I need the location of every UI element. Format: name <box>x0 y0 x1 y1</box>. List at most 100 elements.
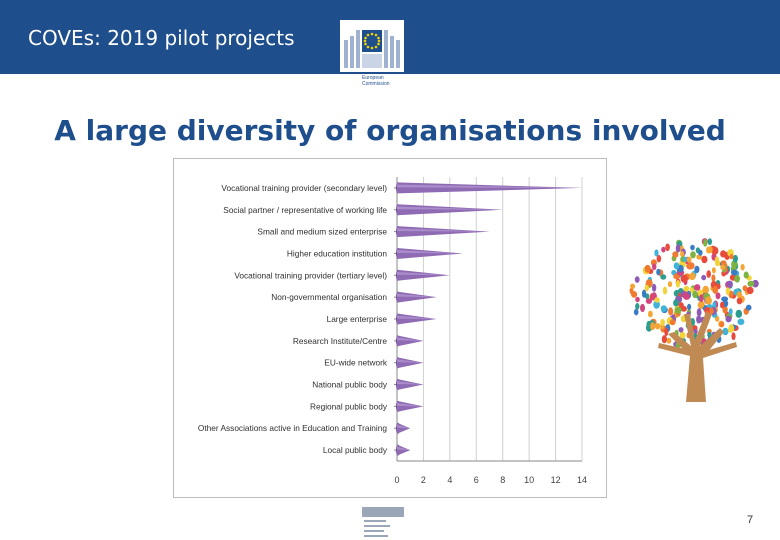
hand-leaf <box>708 246 713 254</box>
hand-leaf <box>654 297 660 303</box>
x-tick-label: 14 <box>577 475 587 485</box>
hand-leaf <box>673 262 680 270</box>
hand-leaf <box>652 263 657 270</box>
hand-leaf <box>683 285 690 292</box>
hand-leaf <box>648 310 653 318</box>
hand-leaf <box>645 279 653 287</box>
bar-highlight <box>397 206 503 210</box>
hand-leaf <box>664 328 669 336</box>
hand-leaf <box>706 270 711 278</box>
chart-frame: 0 2 4 6 8 10 12 14 Vocational training provider … <box>173 158 607 498</box>
category-label: National public body <box>312 380 388 390</box>
hand-leaf <box>690 251 696 259</box>
bar-highlight <box>397 424 411 429</box>
hand-leaf <box>651 283 657 292</box>
hand-leaf <box>721 296 729 302</box>
bar-3 <box>397 247 464 259</box>
category-label: Vocational training provider (secondary … <box>221 183 387 193</box>
hand-leaf <box>711 246 719 255</box>
bar-1 <box>397 204 503 216</box>
hand-leaf <box>720 301 725 309</box>
hand-leaf <box>722 306 728 314</box>
category-label: Higher education institution <box>287 248 387 258</box>
hand-leaf <box>734 275 740 283</box>
hand-leaf <box>641 289 647 298</box>
hand-leaf <box>635 303 640 310</box>
hand-leaf <box>743 271 749 279</box>
hands-tree-illustration <box>629 238 759 402</box>
hand-leaf <box>644 284 649 292</box>
hand-leaf <box>701 274 707 281</box>
ec-logo-text: European Commission <box>362 75 390 87</box>
hand-leaf <box>722 327 729 336</box>
category-label: Social partner / representative of worki… <box>223 205 387 215</box>
bar-11 <box>397 422 411 434</box>
hand-leaf <box>633 308 639 316</box>
hand-leaf <box>709 307 714 315</box>
hand-leaf <box>686 256 692 263</box>
hand-leaf <box>629 287 634 295</box>
bar-8 <box>397 357 424 369</box>
hand-leaf <box>660 318 665 326</box>
hand-leaf <box>635 296 640 303</box>
hand-leaf <box>715 292 721 300</box>
hand-leaf <box>712 285 718 294</box>
hand-leaf <box>702 285 709 295</box>
bar-highlight <box>397 381 424 385</box>
executive-agency-logo <box>362 507 404 539</box>
bar-5 <box>397 291 437 303</box>
hand-leaf <box>667 281 673 288</box>
hand-leaf <box>661 335 667 344</box>
hand-leaf <box>682 256 688 262</box>
hand-leaf <box>689 272 696 281</box>
hand-leaf <box>731 269 738 276</box>
bar-highlight <box>397 446 411 451</box>
hand-leaf <box>666 337 672 344</box>
category-label: Regional public body <box>310 401 388 411</box>
hand-leaf <box>740 263 745 271</box>
hand-leaf <box>719 321 725 328</box>
hand-leaf <box>720 250 727 258</box>
hand-leaf <box>698 249 703 256</box>
hand-leaf <box>703 239 708 247</box>
hand-leaf <box>680 274 688 283</box>
category-label: Research Institute/Centre <box>293 336 387 346</box>
x-tick-label: 4 <box>447 475 452 485</box>
hand-leaf <box>660 274 667 280</box>
hand-leaf <box>680 305 687 312</box>
hand-leaf <box>696 308 702 317</box>
hand-leaf <box>689 287 694 293</box>
bar-0 <box>397 182 582 194</box>
hand-leaf <box>662 286 668 295</box>
hand-leaf <box>729 254 734 260</box>
bar-9 <box>397 379 424 391</box>
hand-leaf <box>727 327 733 333</box>
bar-highlight <box>397 315 437 319</box>
hand-leaf <box>711 274 716 283</box>
hand-leaf <box>656 268 661 276</box>
hand-leaf <box>686 262 694 270</box>
hand-leaf <box>693 328 698 335</box>
x-tick-label: 10 <box>524 475 534 485</box>
hand-leaf <box>678 327 684 333</box>
hand-leaf <box>696 315 702 324</box>
hand-leaf <box>656 255 662 263</box>
hand-leaf <box>736 297 743 305</box>
hand-leaf <box>694 265 700 274</box>
slide-title: A large diversity of organisations invol… <box>54 114 726 147</box>
bar-highlight <box>397 228 490 232</box>
bar-highlight <box>397 337 424 341</box>
hand-leaf <box>720 264 726 270</box>
hand-leaf <box>705 296 712 305</box>
hand-leaf <box>634 276 640 283</box>
category-label: Small and medium sized enterprise <box>257 227 387 237</box>
page-number: 7 <box>747 514 754 526</box>
hand-leaf <box>661 246 666 253</box>
bar-chart: 0 2 4 6 8 10 12 14 Vocational training provider … <box>198 177 587 485</box>
category-label: Other Associations active in Education a… <box>198 423 387 433</box>
x-tick-label: 2 <box>421 475 426 485</box>
hand-leaf <box>674 306 682 314</box>
hand-leaf <box>645 298 652 304</box>
category-label: Large enterprise <box>327 314 388 324</box>
bar-6 <box>397 313 437 325</box>
